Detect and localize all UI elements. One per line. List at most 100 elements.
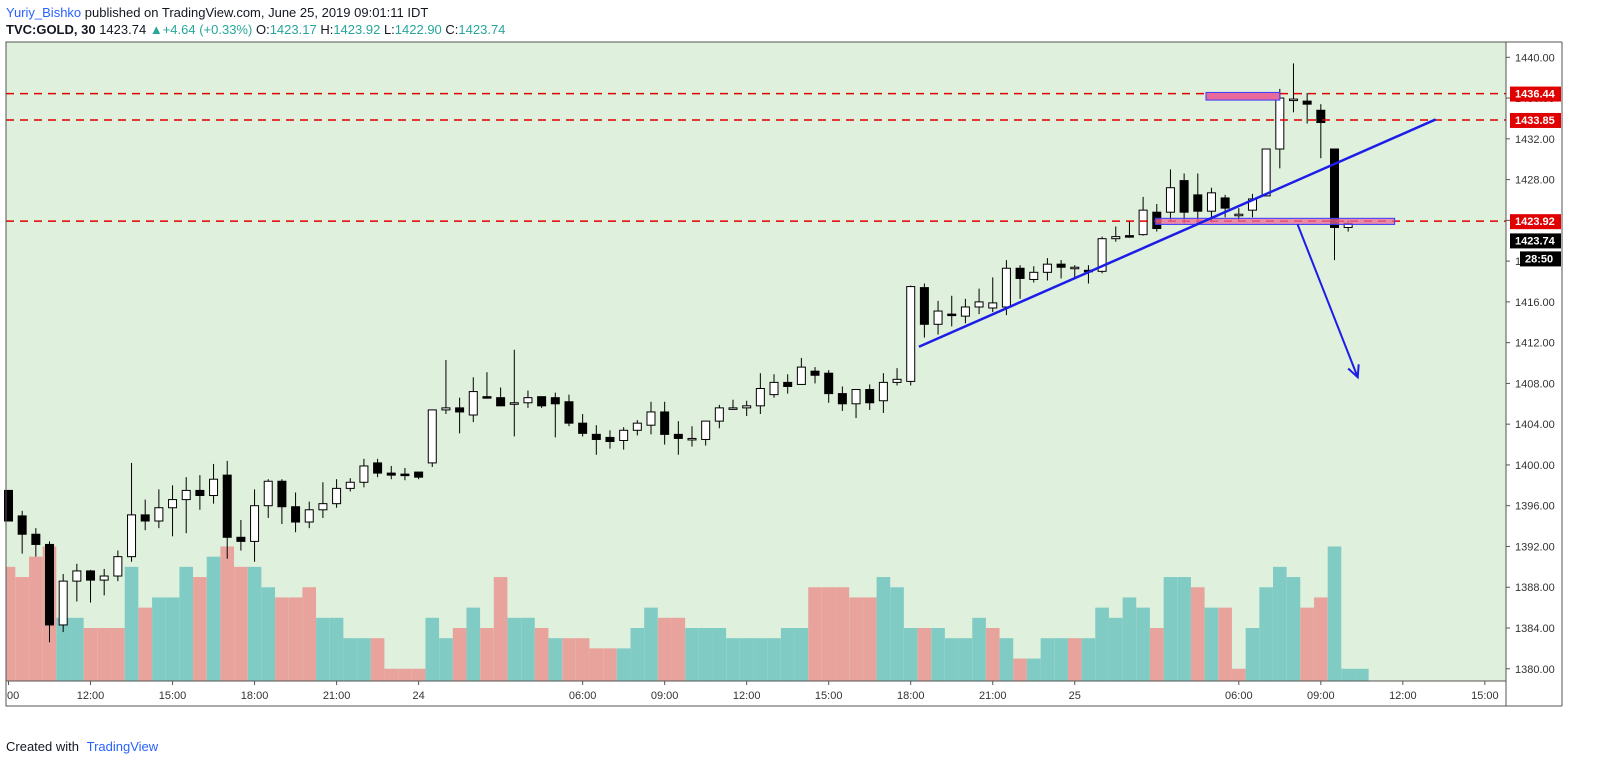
volume-bar	[644, 607, 658, 681]
volume-bar	[1314, 597, 1328, 681]
candle-body	[222, 474, 232, 538]
volume-bar	[288, 597, 303, 681]
trendline[interactable]	[918, 118, 1437, 348]
volume-bar	[452, 628, 467, 681]
close-value: 1423.74	[458, 22, 506, 37]
level-price-label-box	[1510, 112, 1561, 128]
volume-bar	[876, 577, 891, 681]
candle-body	[1001, 267, 1011, 308]
down-arrow-line[interactable]	[1296, 224, 1359, 378]
volume-bar	[931, 628, 945, 681]
candle-body	[1179, 180, 1189, 213]
time-tick-label: 09:00	[1307, 690, 1335, 702]
volume-bar	[1122, 597, 1137, 681]
price-tick-label: 1396.00	[1515, 501, 1555, 513]
candle-body	[127, 514, 137, 558]
candle-body	[933, 310, 943, 325]
tradingview-logo[interactable]: TradingView	[86, 739, 159, 754]
candle-body	[701, 420, 711, 440]
price-tick-label: 1408.00	[1515, 378, 1555, 390]
volume-bar	[302, 587, 317, 681]
volume-bar	[1163, 577, 1178, 681]
volume-bar	[1040, 638, 1055, 681]
symbol-label: TVC:GOLD, 30	[6, 22, 96, 37]
price-tick-label: 1416.00	[1515, 297, 1555, 309]
volume-bar	[712, 628, 727, 681]
candle-body	[1316, 109, 1326, 124]
candle-body	[1329, 148, 1339, 228]
volume-bar	[630, 628, 645, 681]
volume-bar	[1355, 668, 1369, 681]
volume-bar	[316, 617, 330, 681]
candle-body	[181, 489, 191, 501]
candle-body	[400, 473, 410, 477]
volume-bar	[767, 638, 781, 681]
volume-bar	[261, 587, 276, 681]
open-value: 1423.17	[269, 22, 317, 37]
level-price-label-box	[1510, 86, 1561, 102]
volume-bar	[15, 577, 29, 681]
candle-body	[1015, 267, 1025, 279]
candle-body	[1124, 235, 1134, 238]
candle-body	[947, 313, 957, 317]
candle-body	[755, 388, 765, 407]
volume-bar	[138, 607, 152, 681]
volume-bar	[671, 617, 686, 681]
volume-bar	[56, 617, 70, 681]
volume-bar	[97, 628, 111, 681]
volume-bar	[1054, 638, 1068, 681]
candle-body	[263, 480, 273, 507]
volume-bar	[234, 566, 248, 681]
volume-bar	[780, 628, 795, 681]
symbol-info: TVC:GOLD, 30 1423.74 ▲+4.64 (+0.33%) O:1…	[6, 22, 505, 37]
candle-body	[619, 429, 629, 441]
close-label: C:	[445, 22, 459, 37]
candle-body	[140, 514, 150, 522]
time-tick-label: 15:00	[1471, 690, 1499, 702]
volume-bar	[480, 628, 494, 681]
volume-bar	[726, 638, 740, 681]
price-tick-label: 1388.00	[1515, 582, 1555, 594]
support-zone-box[interactable]	[1154, 217, 1396, 225]
volume-bar	[247, 566, 262, 681]
volume-bar	[411, 668, 426, 681]
candle-body	[605, 436, 615, 443]
volume-bar	[425, 617, 440, 681]
candle-body	[523, 397, 533, 404]
volume-bar	[70, 617, 84, 681]
volume-bar	[1273, 566, 1287, 681]
author-link[interactable]: Yuriy_Bishko	[6, 5, 82, 20]
volume-bar	[794, 628, 809, 681]
volume-bar	[657, 617, 672, 681]
candle-body	[550, 397, 560, 405]
time-tick-label: 15:00	[159, 690, 187, 702]
candle-body	[427, 409, 437, 464]
volume-bar	[493, 577, 508, 681]
candle-body	[1165, 187, 1175, 213]
time-tick-label: 06:00	[569, 690, 597, 702]
top-zone-box[interactable]	[1205, 91, 1281, 101]
candle-body	[660, 411, 670, 435]
volume-bar	[972, 617, 986, 681]
volume-bar	[1259, 587, 1273, 681]
candle-body	[742, 405, 752, 409]
candle-body	[509, 402, 519, 405]
candle-body	[591, 433, 601, 440]
candle-body	[332, 487, 342, 505]
candle-body	[414, 471, 424, 478]
candle-body	[878, 381, 888, 402]
candle-body	[318, 503, 328, 511]
candle-body	[345, 481, 355, 489]
time-tick-label: 21:00	[979, 690, 1007, 702]
down-arrow-head-icon	[1347, 364, 1360, 380]
time-tick-label: 09:00	[651, 690, 679, 702]
low-value: 1422.90	[394, 22, 442, 37]
candle-body	[564, 401, 574, 424]
candle-body	[632, 422, 642, 431]
level-price-label: 1423.92	[1515, 216, 1555, 228]
volume-bar	[534, 628, 549, 681]
volume-bar	[179, 566, 194, 681]
candle-body	[441, 407, 451, 411]
volume-bar	[903, 628, 918, 681]
